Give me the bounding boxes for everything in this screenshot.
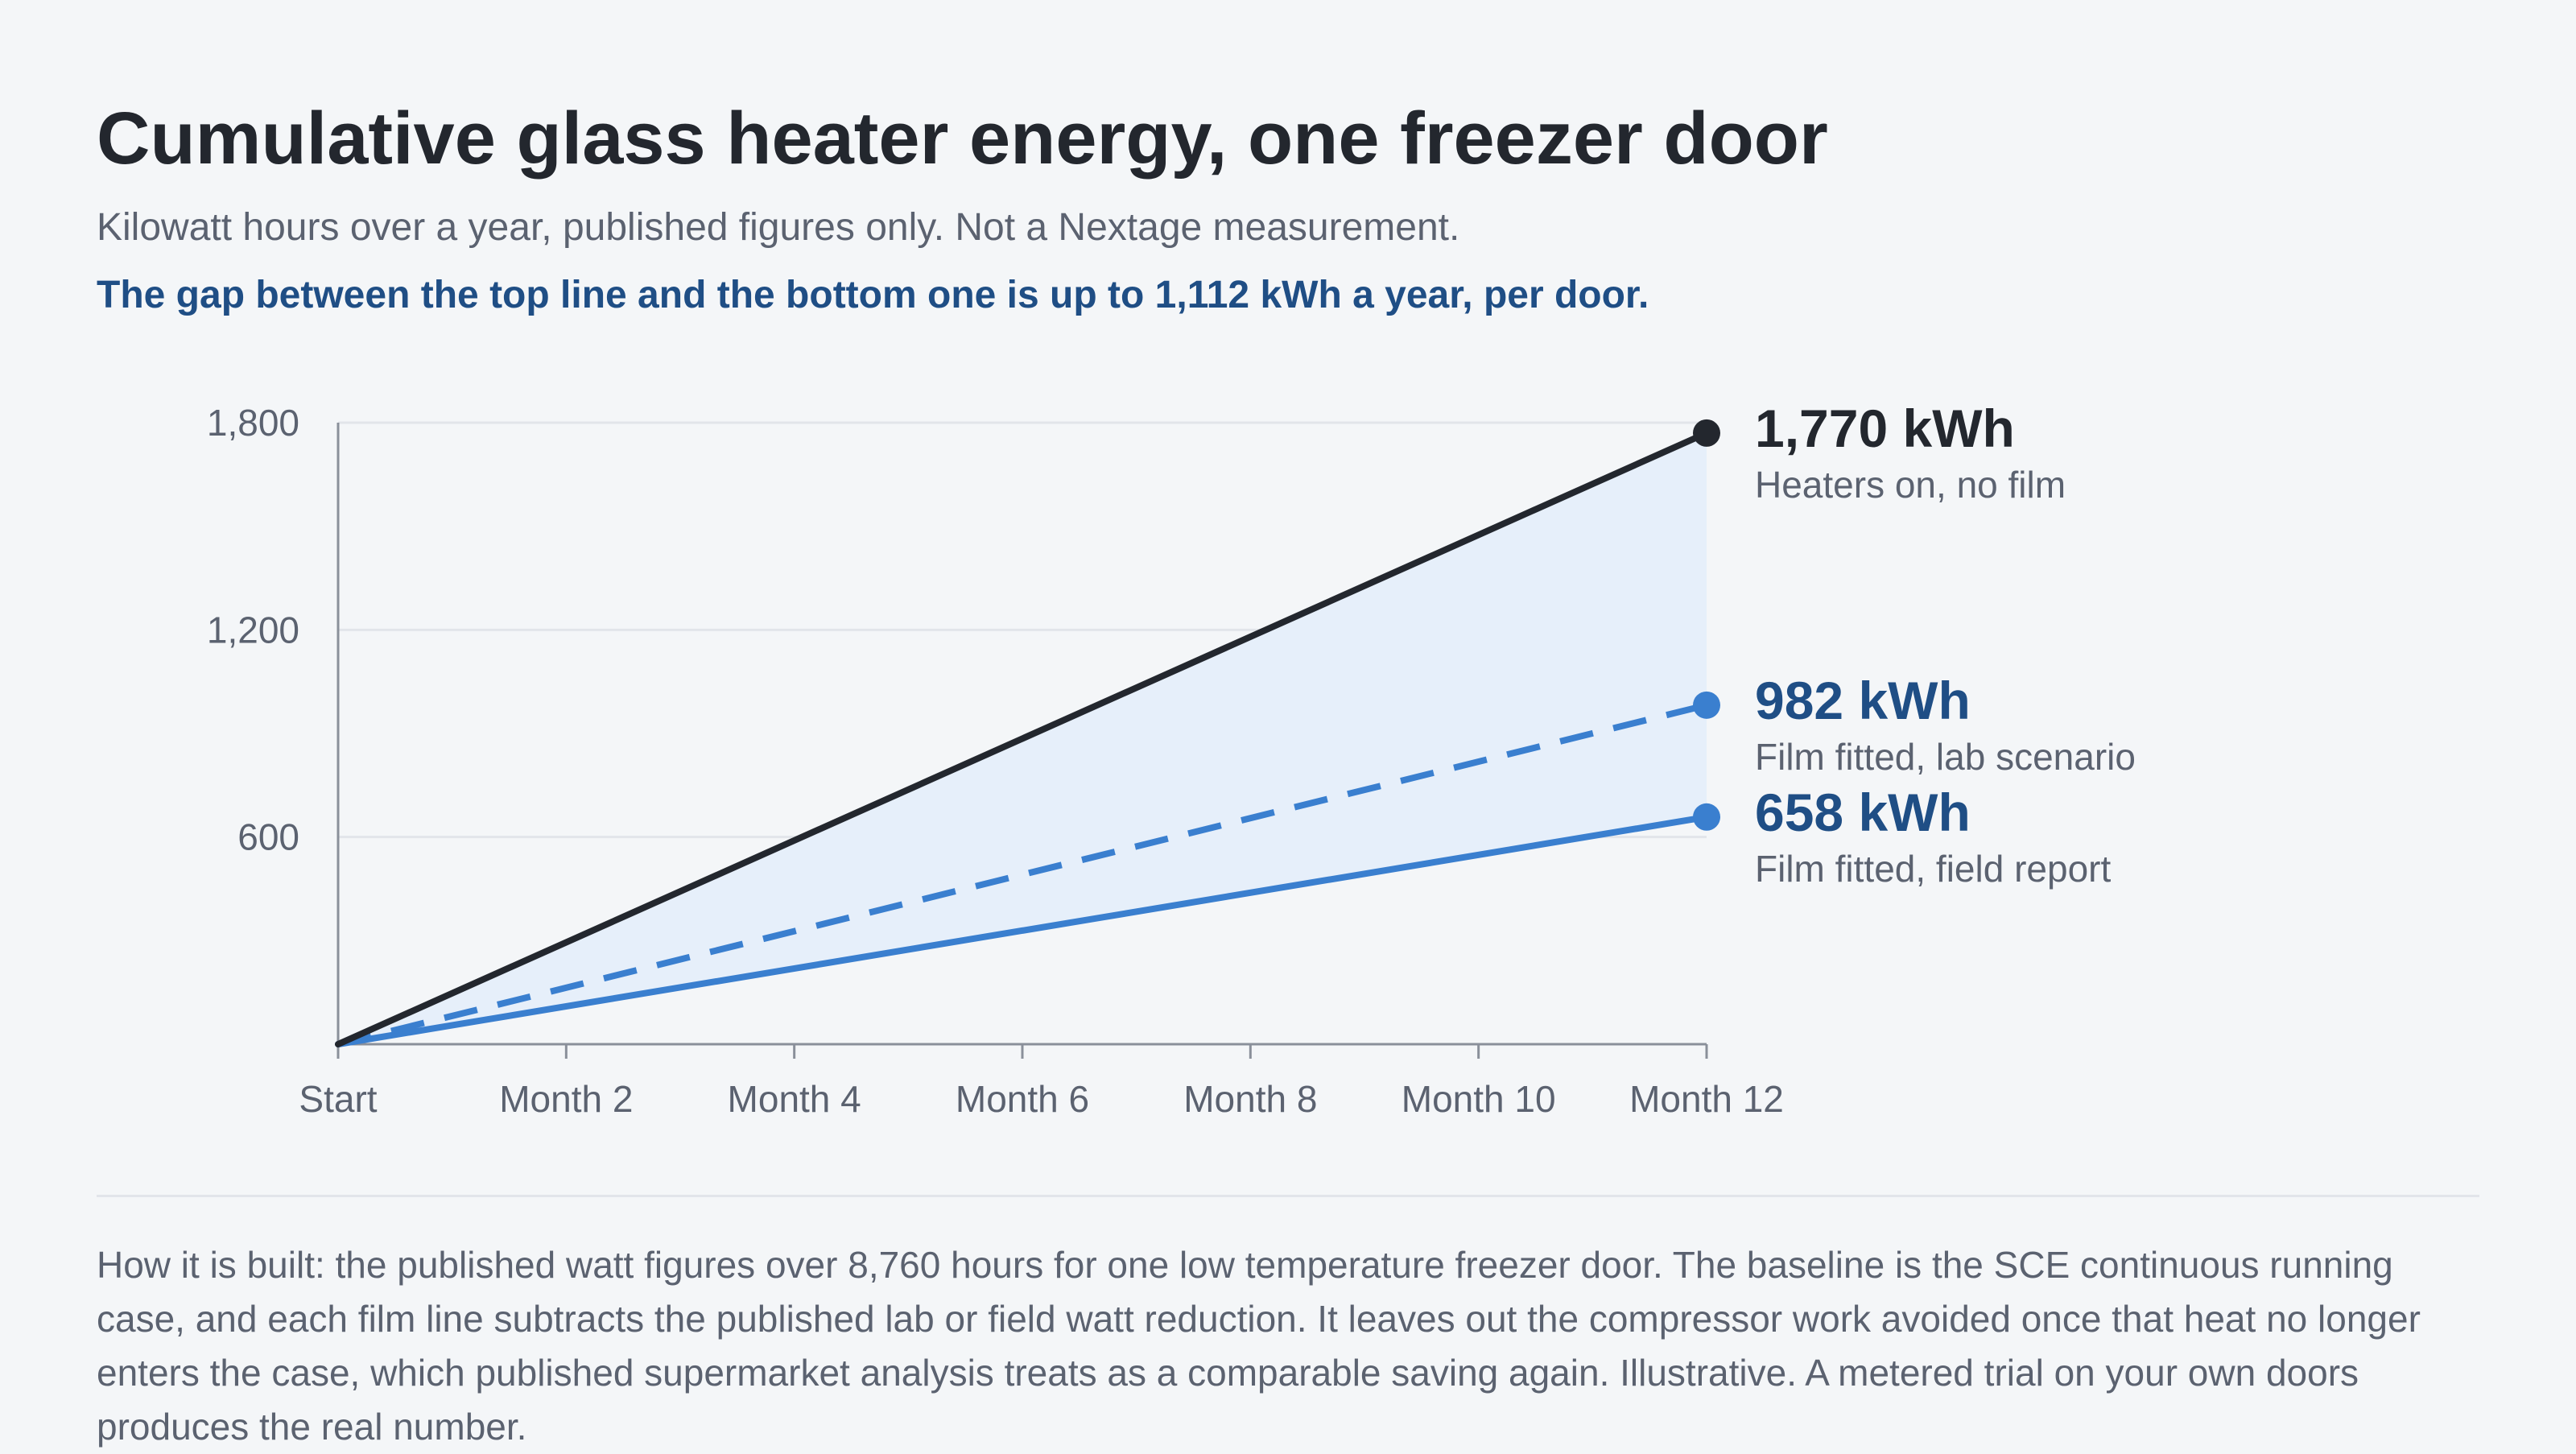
y-tick-label: 1,800 [207, 402, 299, 444]
series-end-point [1693, 419, 1720, 447]
x-tick-label: Month 4 [728, 1078, 861, 1120]
x-tick-label: Month 10 [1402, 1078, 1556, 1120]
x-tick-label: Month 6 [956, 1078, 1089, 1120]
series-name-label: Film fitted, lab scenario [1755, 736, 2136, 778]
series-line [337, 701, 1707, 1047]
series-name-label: Film fitted, field report [1755, 848, 2111, 890]
y-tick-label: 600 [237, 816, 299, 858]
series-line [335, 429, 1710, 1047]
series-end-point [1693, 691, 1720, 719]
series-end-value-label: 658 kWh [1755, 783, 1971, 842]
footer-divider [97, 1195, 2479, 1197]
series-end-value-label: 982 kWh [1755, 671, 1971, 730]
chart-subtitle: Kilowatt hours over a year, published fi… [97, 206, 1460, 249]
x-tick-label: Month 8 [1183, 1078, 1317, 1120]
x-tick-label: Month 2 [499, 1078, 633, 1120]
series-end-point [1693, 803, 1720, 831]
y-tick-label: 1,200 [207, 609, 299, 651]
x-tick-label: Month 12 [1629, 1078, 1784, 1120]
x-tick-label: Start [299, 1078, 377, 1120]
series-end-value-label: 1,770 kWh [1755, 399, 2015, 458]
chart-headline: The gap between the top line and the bot… [97, 274, 1649, 316]
chart-title: Cumulative glass heater energy, one free… [97, 97, 1828, 180]
method-footnote: How it is built: the published watt figu… [97, 1244, 2421, 1448]
series-name-label: Heaters on, no film [1755, 464, 2066, 506]
series-line [335, 813, 1710, 1047]
